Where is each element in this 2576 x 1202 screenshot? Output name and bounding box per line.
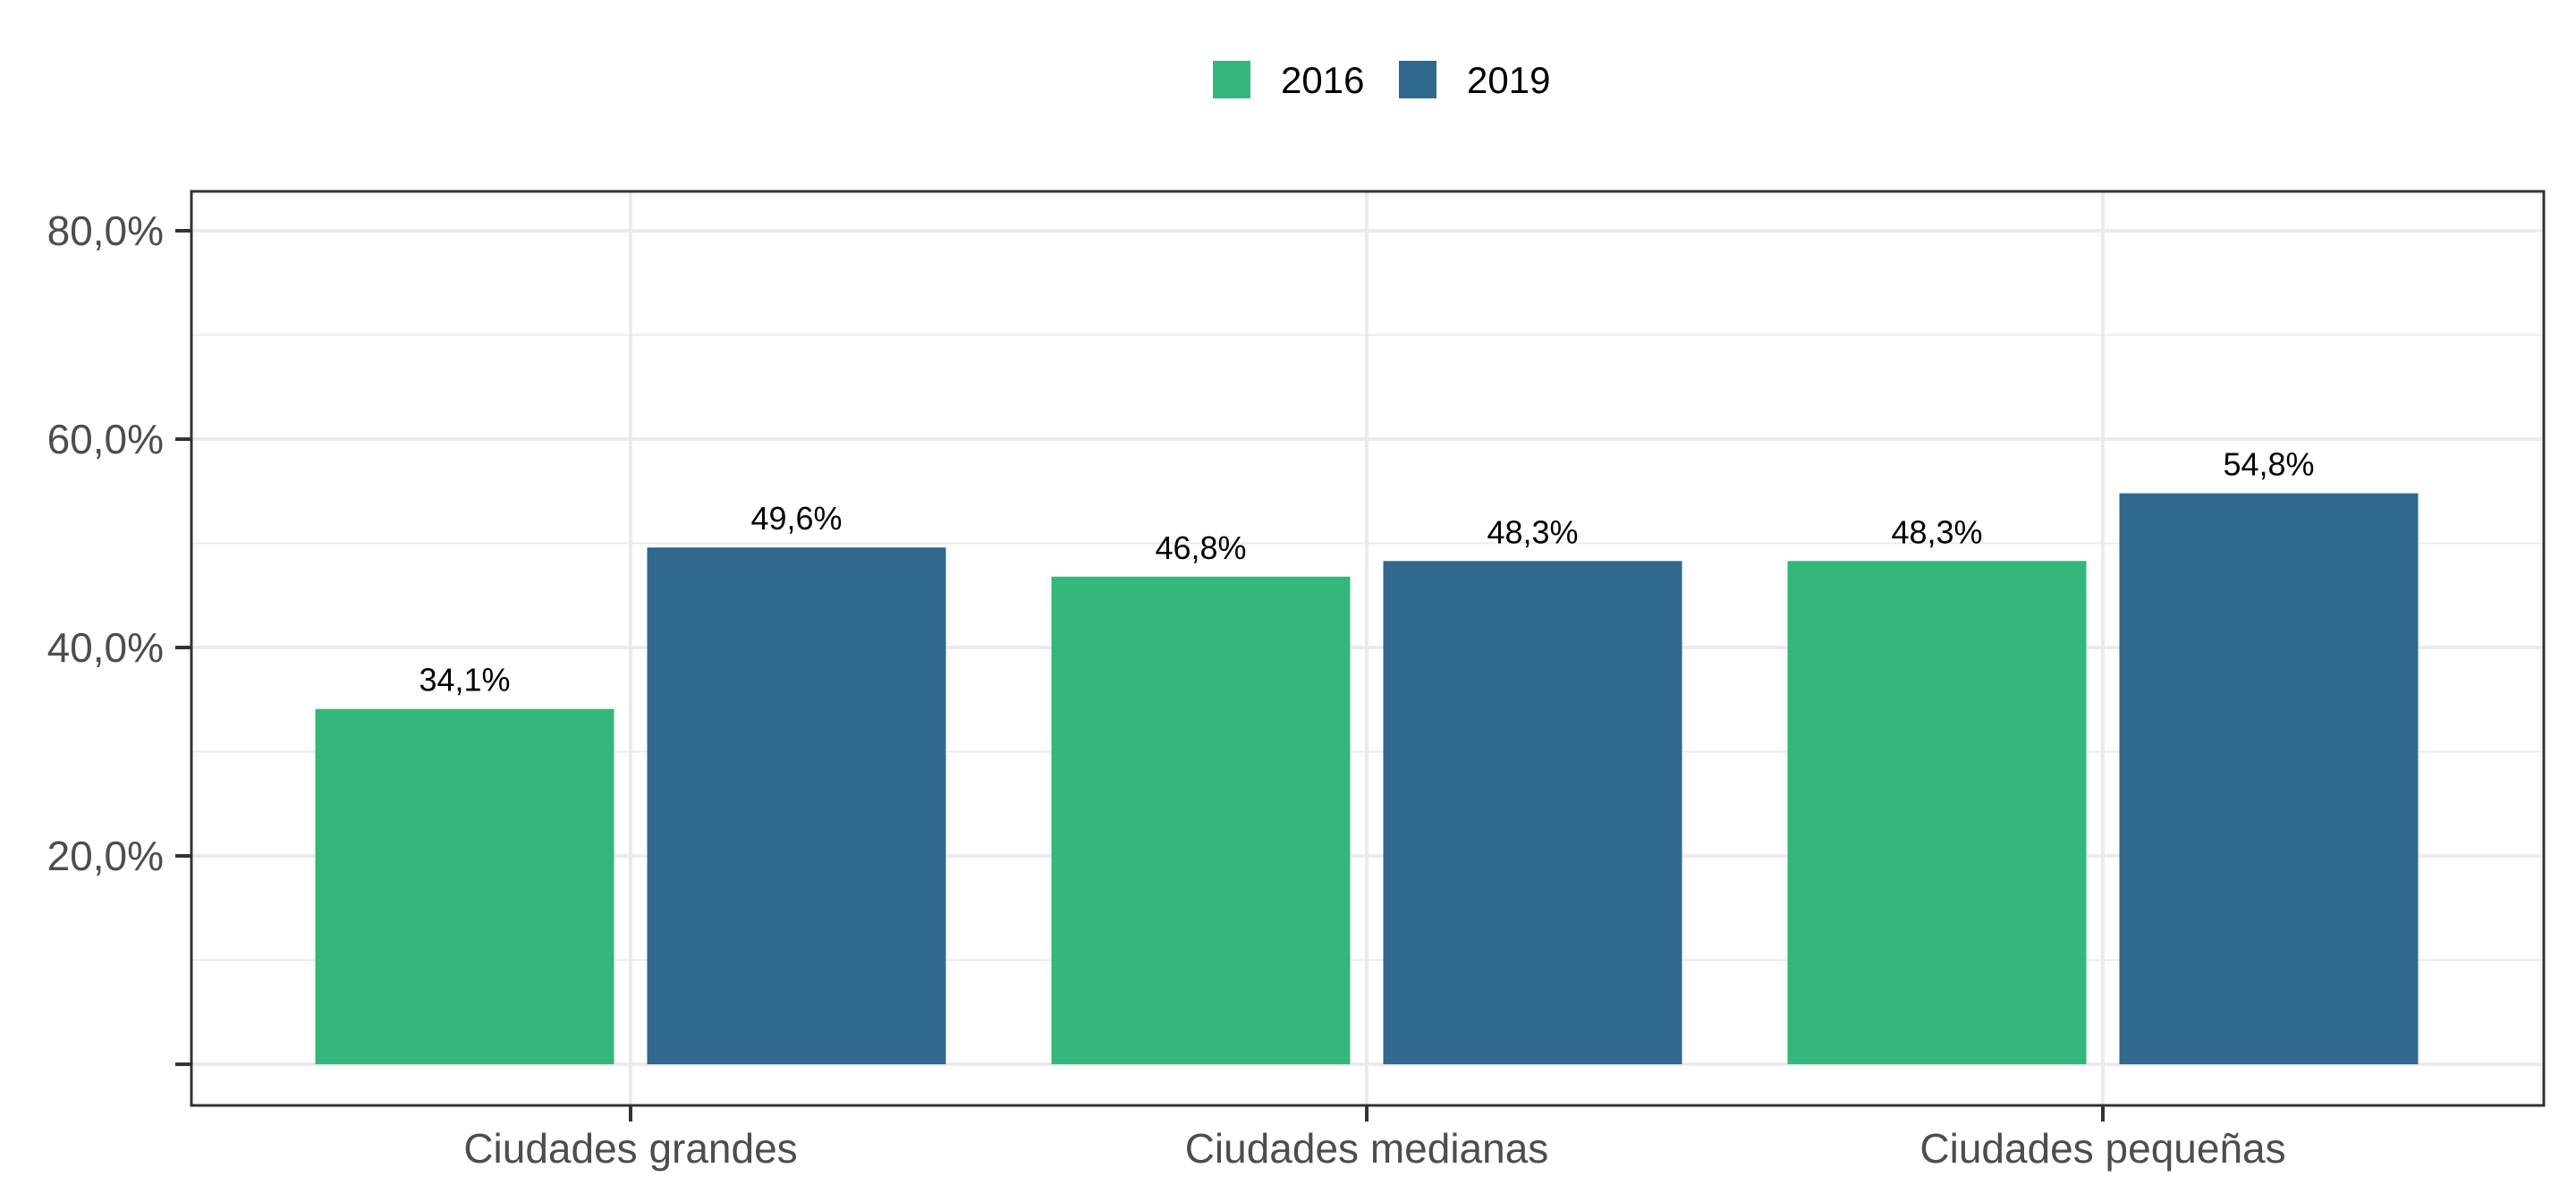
legend-swatch-2016	[1213, 61, 1250, 98]
bar-2019	[1383, 561, 1682, 1064]
legend-swatch-2019	[1399, 61, 1436, 98]
bar-2016	[1787, 561, 2087, 1064]
y-tick-label: 80,0%	[47, 207, 164, 254]
bar-value-label: 49,6%	[750, 500, 842, 537]
y-tick-label: 40,0%	[47, 624, 164, 671]
bar-2019	[647, 547, 946, 1064]
legend-label: 2019	[1467, 59, 1550, 101]
bar-2016	[1051, 576, 1351, 1064]
bar-value-label: 46,8%	[1155, 529, 1246, 566]
bar-2016	[315, 708, 614, 1064]
legend: 2016 2019	[1213, 59, 1550, 101]
x-tick-label: Ciudades medianas	[1185, 1125, 1549, 1172]
bar-value-label: 34,1%	[419, 662, 510, 698]
bar-value-label: 48,3%	[1487, 513, 1578, 550]
x-tick-label: Ciudades pequeñas	[1919, 1125, 2285, 1172]
bar-2019	[2119, 493, 2419, 1064]
bar-value-label: 48,3%	[1891, 513, 1982, 550]
x-tick-label: Ciudades grandes	[463, 1125, 797, 1172]
y-tick-label: 20,0%	[47, 833, 164, 879]
axes: 20,0% 40,0% 60,0% 80,0% Ciudades grandes Ciud…	[47, 207, 2286, 1172]
bars: 34,1% 46,8% 48,3% 49,6% 48,3% 54,8%	[315, 446, 2419, 1064]
legend-label: 2016	[1281, 59, 1364, 101]
bar-value-label: 54,8%	[2223, 446, 2314, 483]
y-tick-label: 60,0%	[47, 416, 164, 462]
